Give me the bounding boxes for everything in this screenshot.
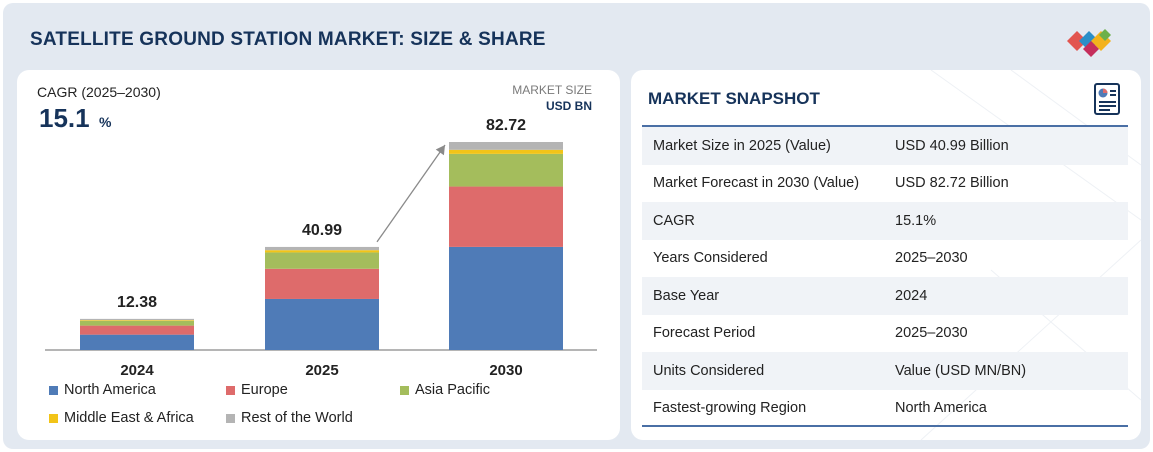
- cagr-label: CAGR (2025–2030): [37, 84, 161, 100]
- bar-segment-middle-east-africa-2030: [449, 149, 563, 154]
- x-tick-label: 2025: [305, 362, 338, 379]
- legend-swatch: [226, 413, 235, 423]
- market-snapshot-card: MARKET SNAPSHOT Market Size in 2025 (Val…: [631, 70, 1141, 440]
- cagr-unit: %: [99, 114, 112, 130]
- x-tick-label: 2024: [120, 362, 154, 379]
- legend-item-middle-east-africa: Middle East & Africa: [49, 410, 194, 426]
- table-row: Base Year 2024: [642, 277, 1128, 315]
- table-row: Fastest-growing Region North America: [642, 390, 1128, 428]
- bar-segment-europe-2030: [449, 186, 563, 247]
- table-row: Market Size in 2025 (Value) USD 40.99 Bi…: [642, 127, 1128, 165]
- bar-segment-europe-2024: [80, 325, 194, 335]
- bar-total-label: 40.99: [302, 222, 342, 239]
- x-tick-label: 2030: [489, 362, 522, 379]
- table-row: Years Considered 2025–2030: [642, 240, 1128, 278]
- infographic-frame: SATELLITE GROUND STATION MARKET: SIZE & …: [3, 3, 1150, 449]
- row-value: USD 40.99 Billion: [895, 137, 1009, 154]
- row-label: Units Considered: [653, 362, 765, 379]
- bar-segment-middle-east-africa-2025: [265, 250, 379, 253]
- legend-swatch: [226, 385, 235, 395]
- bar-segment-rest-of-the-world-2025: [265, 246, 379, 251]
- page-title: SATELLITE GROUND STATION MARKET: SIZE & …: [30, 29, 546, 50]
- row-value: 2025–2030: [895, 250, 968, 267]
- row-label: Years Considered: [653, 250, 768, 267]
- legend-swatch: [49, 413, 58, 423]
- row-value: USD 82.72 Billion: [895, 175, 1009, 192]
- stacked-bar-chart: 12.38 2024 40.99 2025 82.72 2030: [45, 117, 597, 379]
- legend-label: Rest of the World: [241, 410, 353, 426]
- legend-label: Middle East & Africa: [64, 410, 194, 426]
- bar-segment-rest-of-the-world-2024: [80, 318, 194, 321]
- bar-segment-north-america-2030: [449, 246, 563, 350]
- bar-segment-rest-of-the-world-2030: [449, 142, 563, 150]
- row-label: Market Size in 2025 (Value): [653, 137, 831, 154]
- snapshot-top-rule: [642, 125, 1128, 127]
- market-size-chart-card: CAGR (2025–2030) 15.1 % MARKET SIZE USD …: [17, 70, 620, 440]
- legend-item-europe: Europe: [226, 382, 288, 398]
- row-value: North America: [895, 400, 987, 417]
- growth-arrow-head: [435, 145, 445, 156]
- bar-total-label: 82.72: [486, 117, 526, 134]
- row-label: Base Year: [653, 287, 720, 304]
- cagr-value: 15.1: [39, 103, 90, 133]
- bar-segment-asia-pacific-2025: [265, 252, 379, 269]
- row-value: Value (USD MN/BN): [895, 362, 1027, 379]
- bar-segment-asia-pacific-2024: [80, 320, 194, 326]
- legend-item-asia-pacific: Asia Pacific: [400, 382, 490, 398]
- snapshot-bottom-rule: [642, 425, 1128, 427]
- legend-item-rest-of-world: Rest of the World: [226, 410, 353, 426]
- row-label: Fastest-growing Region: [653, 400, 807, 417]
- legend-swatch: [400, 385, 409, 395]
- row-label: Forecast Period: [653, 325, 756, 342]
- bar-segment-asia-pacific-2030: [449, 153, 563, 187]
- market-size-label: MARKET SIZE: [512, 83, 592, 97]
- legend-row: North America Europe Asia Pacific: [49, 382, 609, 410]
- report-document-icon: [1094, 83, 1120, 115]
- legend-label: Europe: [241, 382, 288, 398]
- bar-segment-north-america-2025: [265, 298, 379, 350]
- legend-label: North America: [64, 382, 156, 398]
- legend-swatch: [49, 385, 58, 395]
- row-value: 2025–2030: [895, 325, 968, 342]
- table-row: Market Forecast in 2030 (Value) USD 82.7…: [642, 165, 1128, 203]
- row-label: Market Forecast in 2030 (Value): [653, 175, 860, 192]
- legend-item-north-america: North America: [49, 382, 156, 398]
- bar-segment-north-america-2024: [80, 334, 194, 350]
- brand-logo-icon: [1067, 29, 1111, 57]
- row-label: CAGR: [653, 212, 695, 229]
- bar-segment-europe-2025: [265, 268, 379, 299]
- row-value: 2024: [895, 287, 928, 304]
- chart-legend: North America Europe Asia Pacific Middle…: [49, 382, 609, 438]
- table-row: CAGR 15.1%: [642, 202, 1128, 240]
- table-row: Units Considered Value (USD MN/BN): [642, 352, 1128, 390]
- snapshot-title: MARKET SNAPSHOT: [648, 89, 820, 108]
- legend-label: Asia Pacific: [415, 382, 490, 398]
- bar-segment-middle-east-africa-2024: [80, 320, 194, 321]
- legend-row: Middle East & Africa Rest of the World: [49, 410, 609, 438]
- market-size-unit: USD BN: [545, 99, 592, 113]
- bar-total-label: 12.38: [117, 294, 157, 311]
- table-row: Forecast Period 2025–2030: [642, 315, 1128, 353]
- row-value: 15.1%: [895, 212, 937, 229]
- snapshot-table: Market Size in 2025 (Value) USD 40.99 Bi…: [642, 127, 1128, 427]
- growth-arrow-line: [376, 144, 446, 243]
